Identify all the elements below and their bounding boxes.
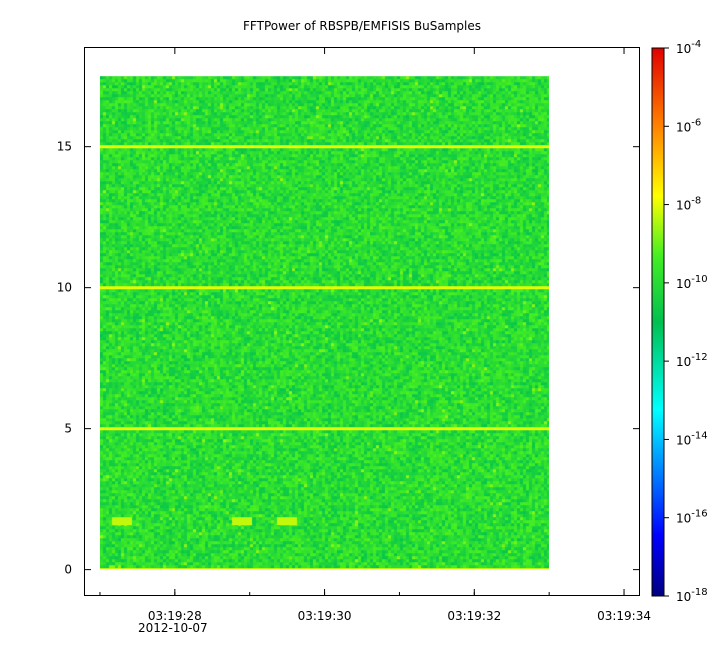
colorbar-tick-label: 10-6 [676,117,701,134]
x-tick-label: 03:19:32 [447,609,501,623]
y-tick-label: 0 [64,563,72,577]
colorbar-tick-label: 10-4 [676,39,701,56]
colorbar-axis: 10-18 10-16 10-14 10-12 10-10 10-8 10-6 10-4 [664,39,708,604]
spectrogram-image [99,76,549,570]
x-tick-label: 03:19:34 [597,609,651,623]
colorbar-tick-label: 10-14 [676,430,708,447]
chart-title: FFTPower of RBSPB/EMFISIS BuSamples [243,19,481,33]
y-axis: 0 5 10 15 [57,140,639,577]
colorbar-tick-label: 10-8 [676,196,701,213]
y-tick-label: 5 [64,422,72,436]
colorbar-tick-label: 10-16 [676,509,708,526]
plot-frame [84,47,640,596]
x-tick-label: 03:19:30 [298,609,352,623]
colorbar-tick-label: 10-18 [676,587,708,604]
x-tick-label: 03:19:28 [148,609,202,623]
colorbar [651,47,665,597]
y-tick-label: 10 [57,281,72,295]
colorbar-tick-label: 10-12 [676,352,708,369]
colorbar-tick-label: 10-10 [676,274,708,291]
y-tick-label: 15 [57,140,72,154]
x-tick-date-label: 2012-10-07 [138,621,208,635]
spectrogram-cells [99,76,549,570]
